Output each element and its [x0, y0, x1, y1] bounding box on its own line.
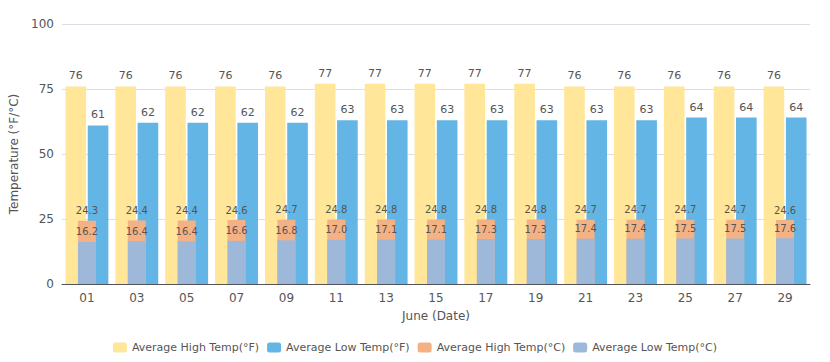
svg-text:63: 63 [390, 103, 404, 116]
svg-text:17: 17 [478, 291, 493, 305]
svg-text:24.4: 24.4 [176, 205, 198, 216]
svg-text:76: 76 [717, 69, 731, 82]
svg-text:17.1: 17.1 [375, 224, 397, 235]
svg-text:76: 76 [667, 69, 681, 82]
svg-text:76: 76 [567, 69, 581, 82]
svg-text:16.2: 16.2 [76, 226, 98, 237]
svg-text:24.8: 24.8 [325, 204, 347, 215]
svg-text:17.1: 17.1 [425, 224, 447, 235]
svg-text:62: 62 [291, 106, 305, 119]
svg-text:16.4: 16.4 [176, 226, 198, 237]
svg-text:76: 76 [69, 69, 83, 82]
svg-text:24.7: 24.7 [724, 204, 746, 215]
svg-text:13: 13 [378, 291, 393, 305]
svg-text:64: 64 [689, 101, 703, 114]
svg-text:77: 77 [468, 67, 482, 80]
svg-text:29: 29 [777, 291, 792, 305]
svg-text:11: 11 [329, 291, 344, 305]
svg-text:Average Low Temp(°C): Average Low Temp(°C) [592, 341, 717, 354]
svg-text:17.3: 17.3 [525, 224, 547, 235]
svg-text:16.8: 16.8 [275, 225, 297, 236]
svg-text:24.7: 24.7 [275, 204, 297, 215]
svg-text:23: 23 [628, 291, 643, 305]
svg-text:Temperature (°F/°C): Temperature (°F/°C) [7, 94, 21, 216]
svg-text:64: 64 [789, 101, 803, 114]
svg-text:03: 03 [129, 291, 144, 305]
svg-text:77: 77 [368, 67, 382, 80]
svg-text:76: 76 [767, 69, 781, 82]
svg-text:24.8: 24.8 [375, 204, 397, 215]
svg-text:62: 62 [141, 106, 155, 119]
svg-text:17.4: 17.4 [574, 223, 596, 234]
svg-text:24.4: 24.4 [126, 205, 148, 216]
svg-text:24.8: 24.8 [525, 204, 547, 215]
svg-text:24.7: 24.7 [574, 204, 596, 215]
svg-text:25: 25 [678, 291, 693, 305]
svg-text:62: 62 [191, 106, 205, 119]
svg-text:June (Date): June (Date) [401, 309, 470, 323]
svg-text:17.3: 17.3 [475, 224, 497, 235]
svg-text:50: 50 [39, 147, 54, 161]
svg-text:77: 77 [518, 67, 532, 80]
svg-text:24.6: 24.6 [225, 205, 247, 216]
svg-text:25: 25 [39, 212, 54, 226]
svg-text:Average High Temp(°C): Average High Temp(°C) [437, 341, 566, 354]
svg-text:17.4: 17.4 [624, 223, 646, 234]
svg-text:63: 63 [640, 103, 654, 116]
svg-text:64: 64 [739, 101, 753, 114]
svg-text:63: 63 [490, 103, 504, 116]
svg-text:61: 61 [91, 108, 105, 121]
svg-text:24.8: 24.8 [425, 204, 447, 215]
svg-text:75: 75 [39, 82, 54, 96]
svg-text:24.8: 24.8 [475, 204, 497, 215]
svg-text:24.7: 24.7 [624, 204, 646, 215]
svg-text:16.4: 16.4 [126, 226, 148, 237]
svg-text:Average Low Temp(°F): Average Low Temp(°F) [286, 341, 410, 354]
svg-text:63: 63 [540, 103, 554, 116]
svg-text:05: 05 [179, 291, 194, 305]
svg-text:76: 76 [218, 69, 232, 82]
svg-text:77: 77 [318, 67, 332, 80]
svg-text:17.6: 17.6 [774, 223, 796, 234]
svg-text:76: 76 [119, 69, 133, 82]
svg-text:17.5: 17.5 [674, 223, 696, 234]
svg-text:01: 01 [79, 291, 94, 305]
svg-text:21: 21 [578, 291, 593, 305]
svg-text:09: 09 [279, 291, 294, 305]
svg-text:Average High Temp(°F): Average High Temp(°F) [132, 341, 259, 354]
svg-text:63: 63 [590, 103, 604, 116]
svg-text:24.7: 24.7 [674, 204, 696, 215]
svg-text:27: 27 [728, 291, 743, 305]
svg-text:17.5: 17.5 [724, 223, 746, 234]
svg-text:17.0: 17.0 [325, 224, 347, 235]
svg-text:76: 76 [617, 69, 631, 82]
svg-text:16.6: 16.6 [225, 225, 247, 236]
svg-text:15: 15 [428, 291, 443, 305]
svg-text:19: 19 [528, 291, 543, 305]
svg-text:24.3: 24.3 [76, 205, 98, 216]
svg-text:76: 76 [169, 69, 183, 82]
svg-text:76: 76 [268, 69, 282, 82]
svg-text:77: 77 [418, 67, 432, 80]
svg-text:63: 63 [440, 103, 454, 116]
svg-text:100: 100 [31, 17, 54, 31]
svg-text:63: 63 [340, 103, 354, 116]
svg-text:0: 0 [46, 277, 54, 291]
svg-text:24.6: 24.6 [774, 205, 796, 216]
svg-text:62: 62 [241, 106, 255, 119]
svg-text:07: 07 [229, 291, 244, 305]
